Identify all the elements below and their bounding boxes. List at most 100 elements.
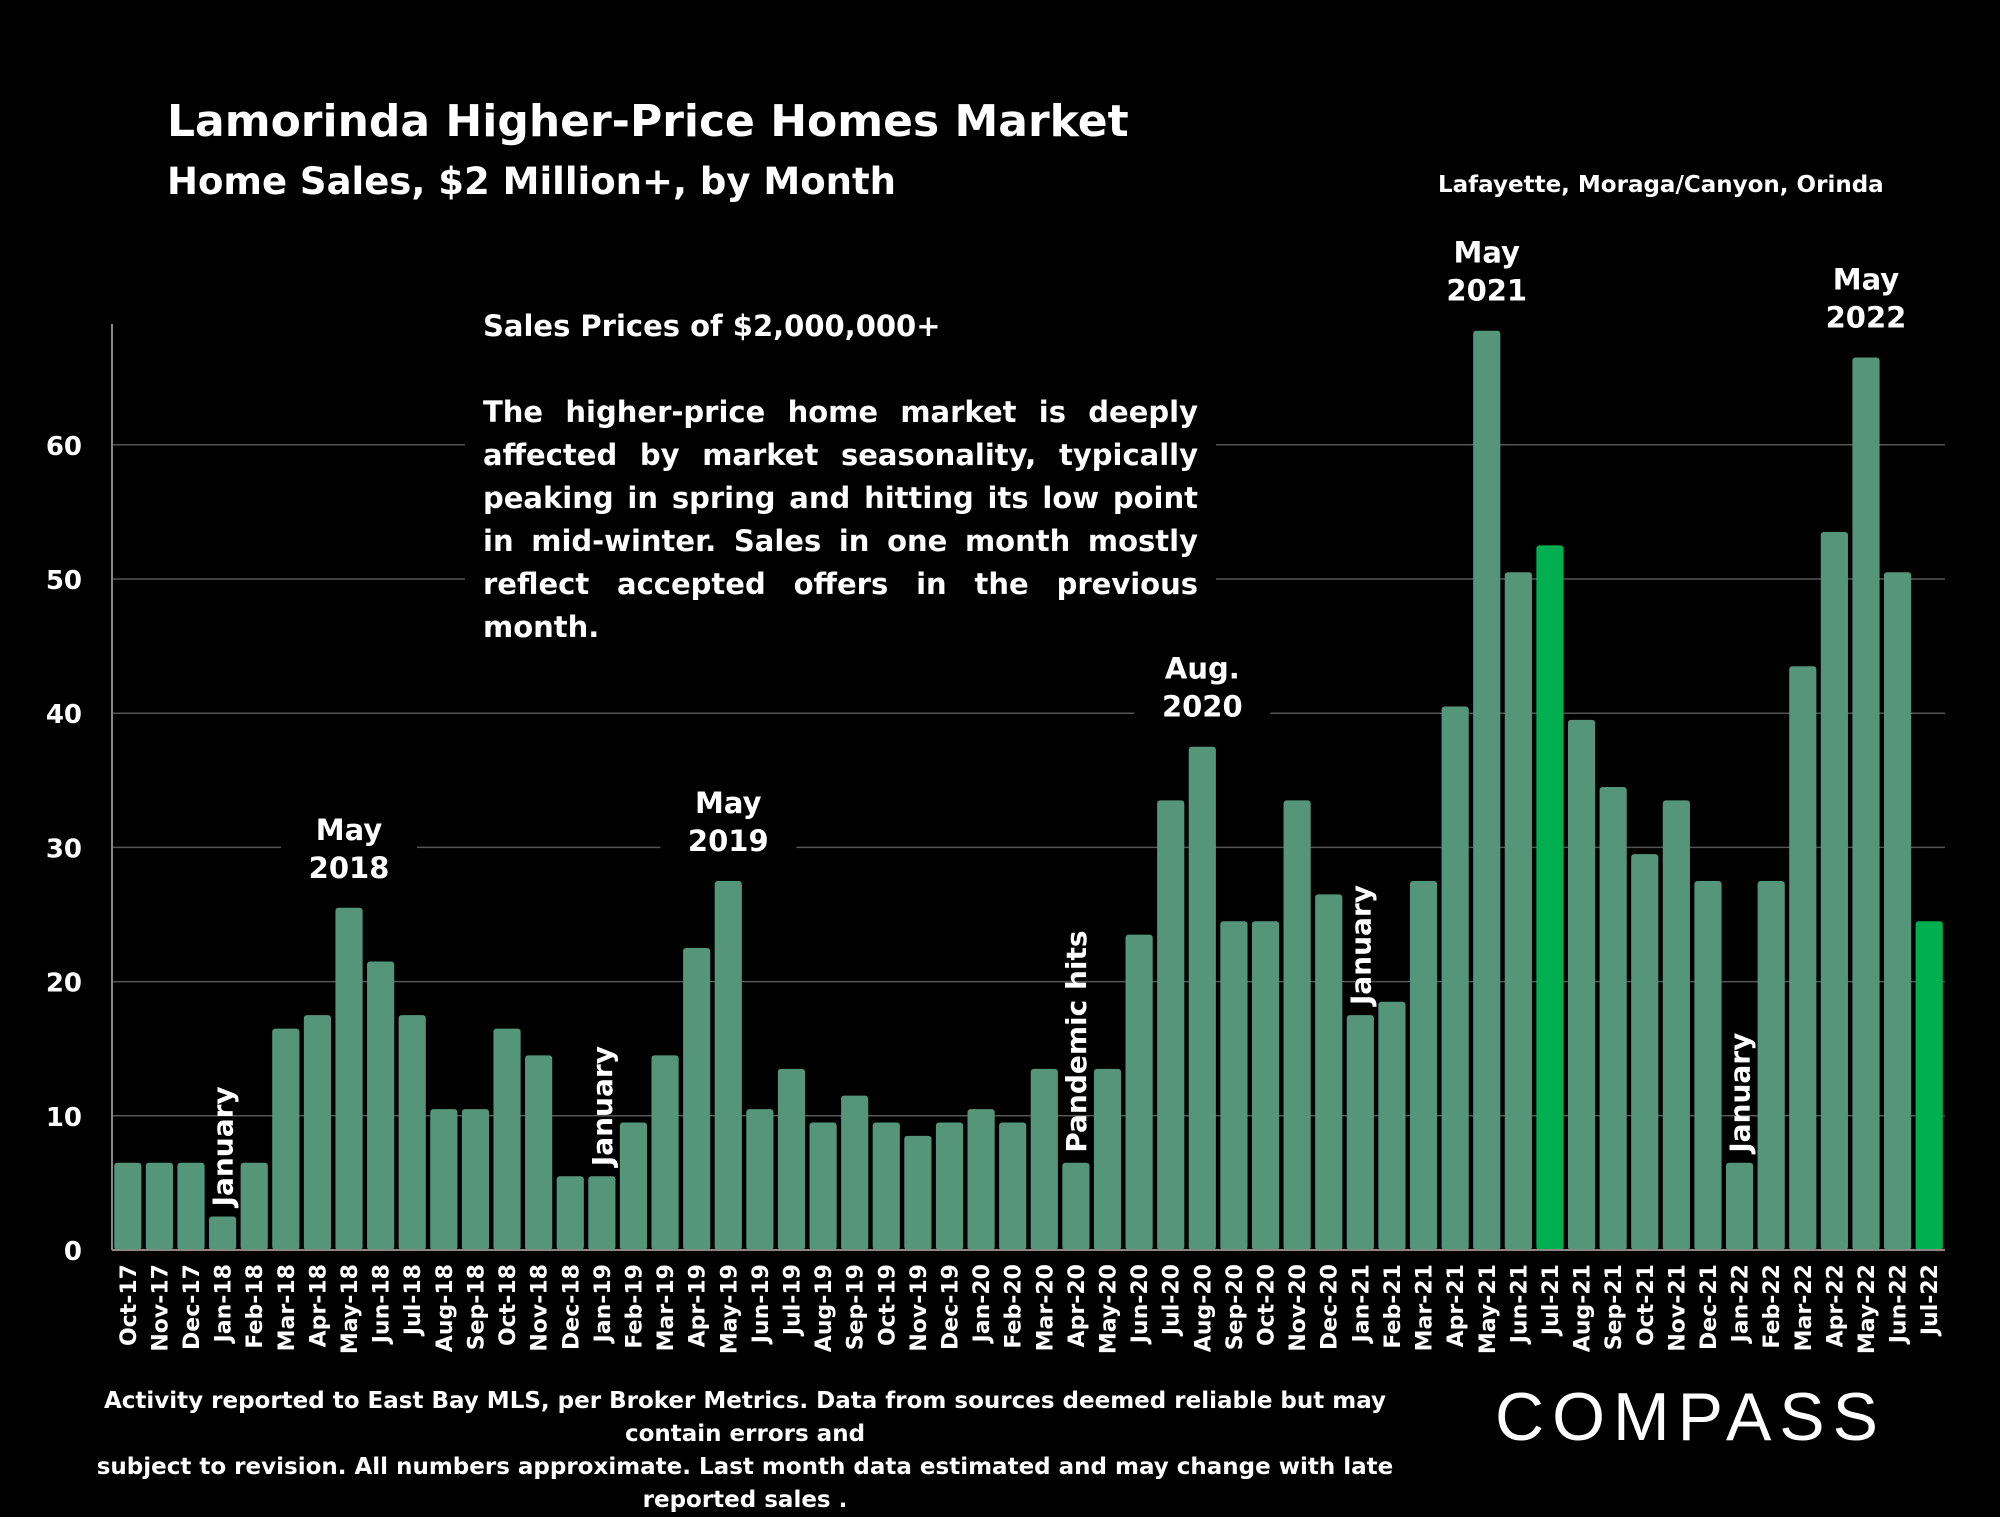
bar bbox=[1852, 357, 1880, 1250]
x-tick-label: Nov-17 bbox=[148, 1264, 173, 1352]
y-tick-label: 50 bbox=[46, 566, 82, 596]
x-tick-label: Jun-20 bbox=[1128, 1264, 1153, 1345]
x-tick-label: Feb-22 bbox=[1760, 1264, 1785, 1349]
footnote: Activity reported to East Bay MLS, per B… bbox=[80, 1385, 1410, 1517]
y-tick-label: 0 bbox=[64, 1237, 82, 1267]
bar bbox=[651, 1055, 679, 1250]
x-tick-label: Jul-18 bbox=[401, 1264, 426, 1337]
annotation-label: May bbox=[1833, 263, 1900, 297]
x-tick-label: Jan-20 bbox=[970, 1264, 995, 1344]
annotation-label: 2020 bbox=[1162, 690, 1243, 724]
annotation-backdrop bbox=[1797, 247, 1934, 338]
x-tick-label: Aug-19 bbox=[812, 1264, 837, 1352]
annotation-backdrop bbox=[660, 770, 797, 861]
x-tick-label: Dec-18 bbox=[559, 1264, 584, 1350]
footnote-line: subject to revision. All numbers approxi… bbox=[96, 1454, 1394, 1513]
x-tick-label: Mar-21 bbox=[1413, 1264, 1438, 1351]
bar bbox=[1315, 894, 1343, 1250]
x-tick-label: Oct-20 bbox=[1255, 1264, 1280, 1346]
annotation-label: Pandemic hits bbox=[1060, 930, 1093, 1152]
bar bbox=[1599, 787, 1627, 1250]
x-tick-label: Apr-18 bbox=[306, 1264, 331, 1347]
region-label: Lafayette, Moraga/Canyon, Orinda bbox=[1438, 172, 1884, 198]
bar bbox=[272, 1028, 300, 1250]
bar bbox=[1283, 800, 1311, 1250]
annotation-label: May bbox=[316, 813, 383, 847]
annotation-label: Aug. bbox=[1165, 652, 1240, 686]
footnote-line: Activity reported to East Bay MLS, per B… bbox=[103, 1388, 1387, 1447]
bar bbox=[746, 1109, 774, 1250]
bar bbox=[493, 1028, 521, 1250]
bar bbox=[588, 1176, 616, 1250]
annotation-label: January bbox=[1344, 885, 1377, 1007]
bar bbox=[1030, 1068, 1058, 1250]
x-tick-label: Feb-20 bbox=[1002, 1264, 1027, 1349]
x-tick-label: Sep-21 bbox=[1602, 1264, 1627, 1350]
notes-body: The higher-price home market is deeply a… bbox=[483, 395, 1198, 644]
bar bbox=[177, 1162, 205, 1250]
x-tick-label: Dec-21 bbox=[1697, 1264, 1722, 1350]
x-tick-label: Feb-21 bbox=[1381, 1264, 1406, 1349]
bar bbox=[1915, 921, 1943, 1250]
bar bbox=[303, 1015, 332, 1250]
bar bbox=[1757, 880, 1785, 1250]
y-tick-label: 60 bbox=[46, 432, 82, 462]
y-tick-label: 20 bbox=[46, 969, 82, 999]
bar bbox=[335, 907, 363, 1250]
x-tick-label: Nov-21 bbox=[1665, 1264, 1690, 1352]
annotation-label: May bbox=[1454, 236, 1521, 270]
y-tick-label: 40 bbox=[46, 700, 82, 730]
annotation-backdrop bbox=[1134, 636, 1271, 727]
bar bbox=[398, 1015, 426, 1250]
x-tick-label: Jan-22 bbox=[1729, 1264, 1754, 1344]
x-tick-label: Oct-21 bbox=[1634, 1264, 1659, 1346]
chart-subtitle: Home Sales, $2 Million+, by Month bbox=[167, 160, 896, 203]
chart-title: Lamorinda Higher-Price Homes Market bbox=[167, 96, 1129, 147]
bars bbox=[114, 330, 1943, 1250]
bar bbox=[1125, 934, 1153, 1250]
y-tick-label: 30 bbox=[46, 834, 82, 864]
bar bbox=[714, 880, 742, 1250]
x-tick-label: Oct-19 bbox=[875, 1264, 900, 1346]
x-tick-label: Jul-19 bbox=[780, 1264, 805, 1337]
annotation-label: 2019 bbox=[688, 824, 769, 858]
x-tick-label: Aug-20 bbox=[1191, 1264, 1216, 1352]
bar bbox=[935, 1122, 964, 1250]
bar bbox=[1062, 1162, 1090, 1250]
bar bbox=[1093, 1068, 1122, 1250]
bar bbox=[1378, 1001, 1406, 1250]
bar bbox=[1473, 330, 1501, 1250]
x-tick-label: Mar-20 bbox=[1033, 1264, 1058, 1351]
x-tick-label: Dec-20 bbox=[1318, 1264, 1343, 1350]
annotation-backdrop bbox=[281, 797, 418, 888]
bar bbox=[1789, 666, 1817, 1250]
x-tick-label: Aug-18 bbox=[433, 1264, 458, 1352]
bar bbox=[1220, 921, 1248, 1250]
x-tick-label: Apr-21 bbox=[1444, 1264, 1469, 1347]
bar bbox=[904, 1135, 932, 1250]
notes-heading: Sales Prices of $2,000,000+ bbox=[483, 309, 941, 343]
x-tick-label: May-22 bbox=[1855, 1264, 1880, 1354]
x-tick-label: Jul-20 bbox=[1160, 1264, 1185, 1337]
bar bbox=[1346, 1015, 1374, 1250]
x-tick-label: Mar-22 bbox=[1792, 1264, 1817, 1351]
bar bbox=[556, 1176, 584, 1250]
bar bbox=[1631, 854, 1659, 1250]
bar bbox=[1725, 1162, 1754, 1250]
x-tick-label: Mar-19 bbox=[654, 1264, 679, 1351]
x-tick-label: Nov-19 bbox=[907, 1264, 932, 1352]
x-tick-label: Apr-20 bbox=[1065, 1264, 1090, 1347]
x-tick-label: Apr-22 bbox=[1823, 1264, 1848, 1347]
x-tick-label: Jun-19 bbox=[749, 1264, 774, 1345]
annotation-label: 2022 bbox=[1826, 301, 1907, 335]
x-tick-label: Dec-19 bbox=[938, 1264, 963, 1350]
bar bbox=[525, 1055, 553, 1250]
x-tick-label: Jun-21 bbox=[1507, 1264, 1532, 1345]
x-tick-label: Oct-18 bbox=[496, 1264, 521, 1346]
bar bbox=[809, 1122, 837, 1250]
bar bbox=[683, 948, 711, 1250]
bar bbox=[841, 1095, 869, 1250]
bar bbox=[1536, 545, 1564, 1250]
x-tick-label: Jan-21 bbox=[1349, 1264, 1374, 1344]
